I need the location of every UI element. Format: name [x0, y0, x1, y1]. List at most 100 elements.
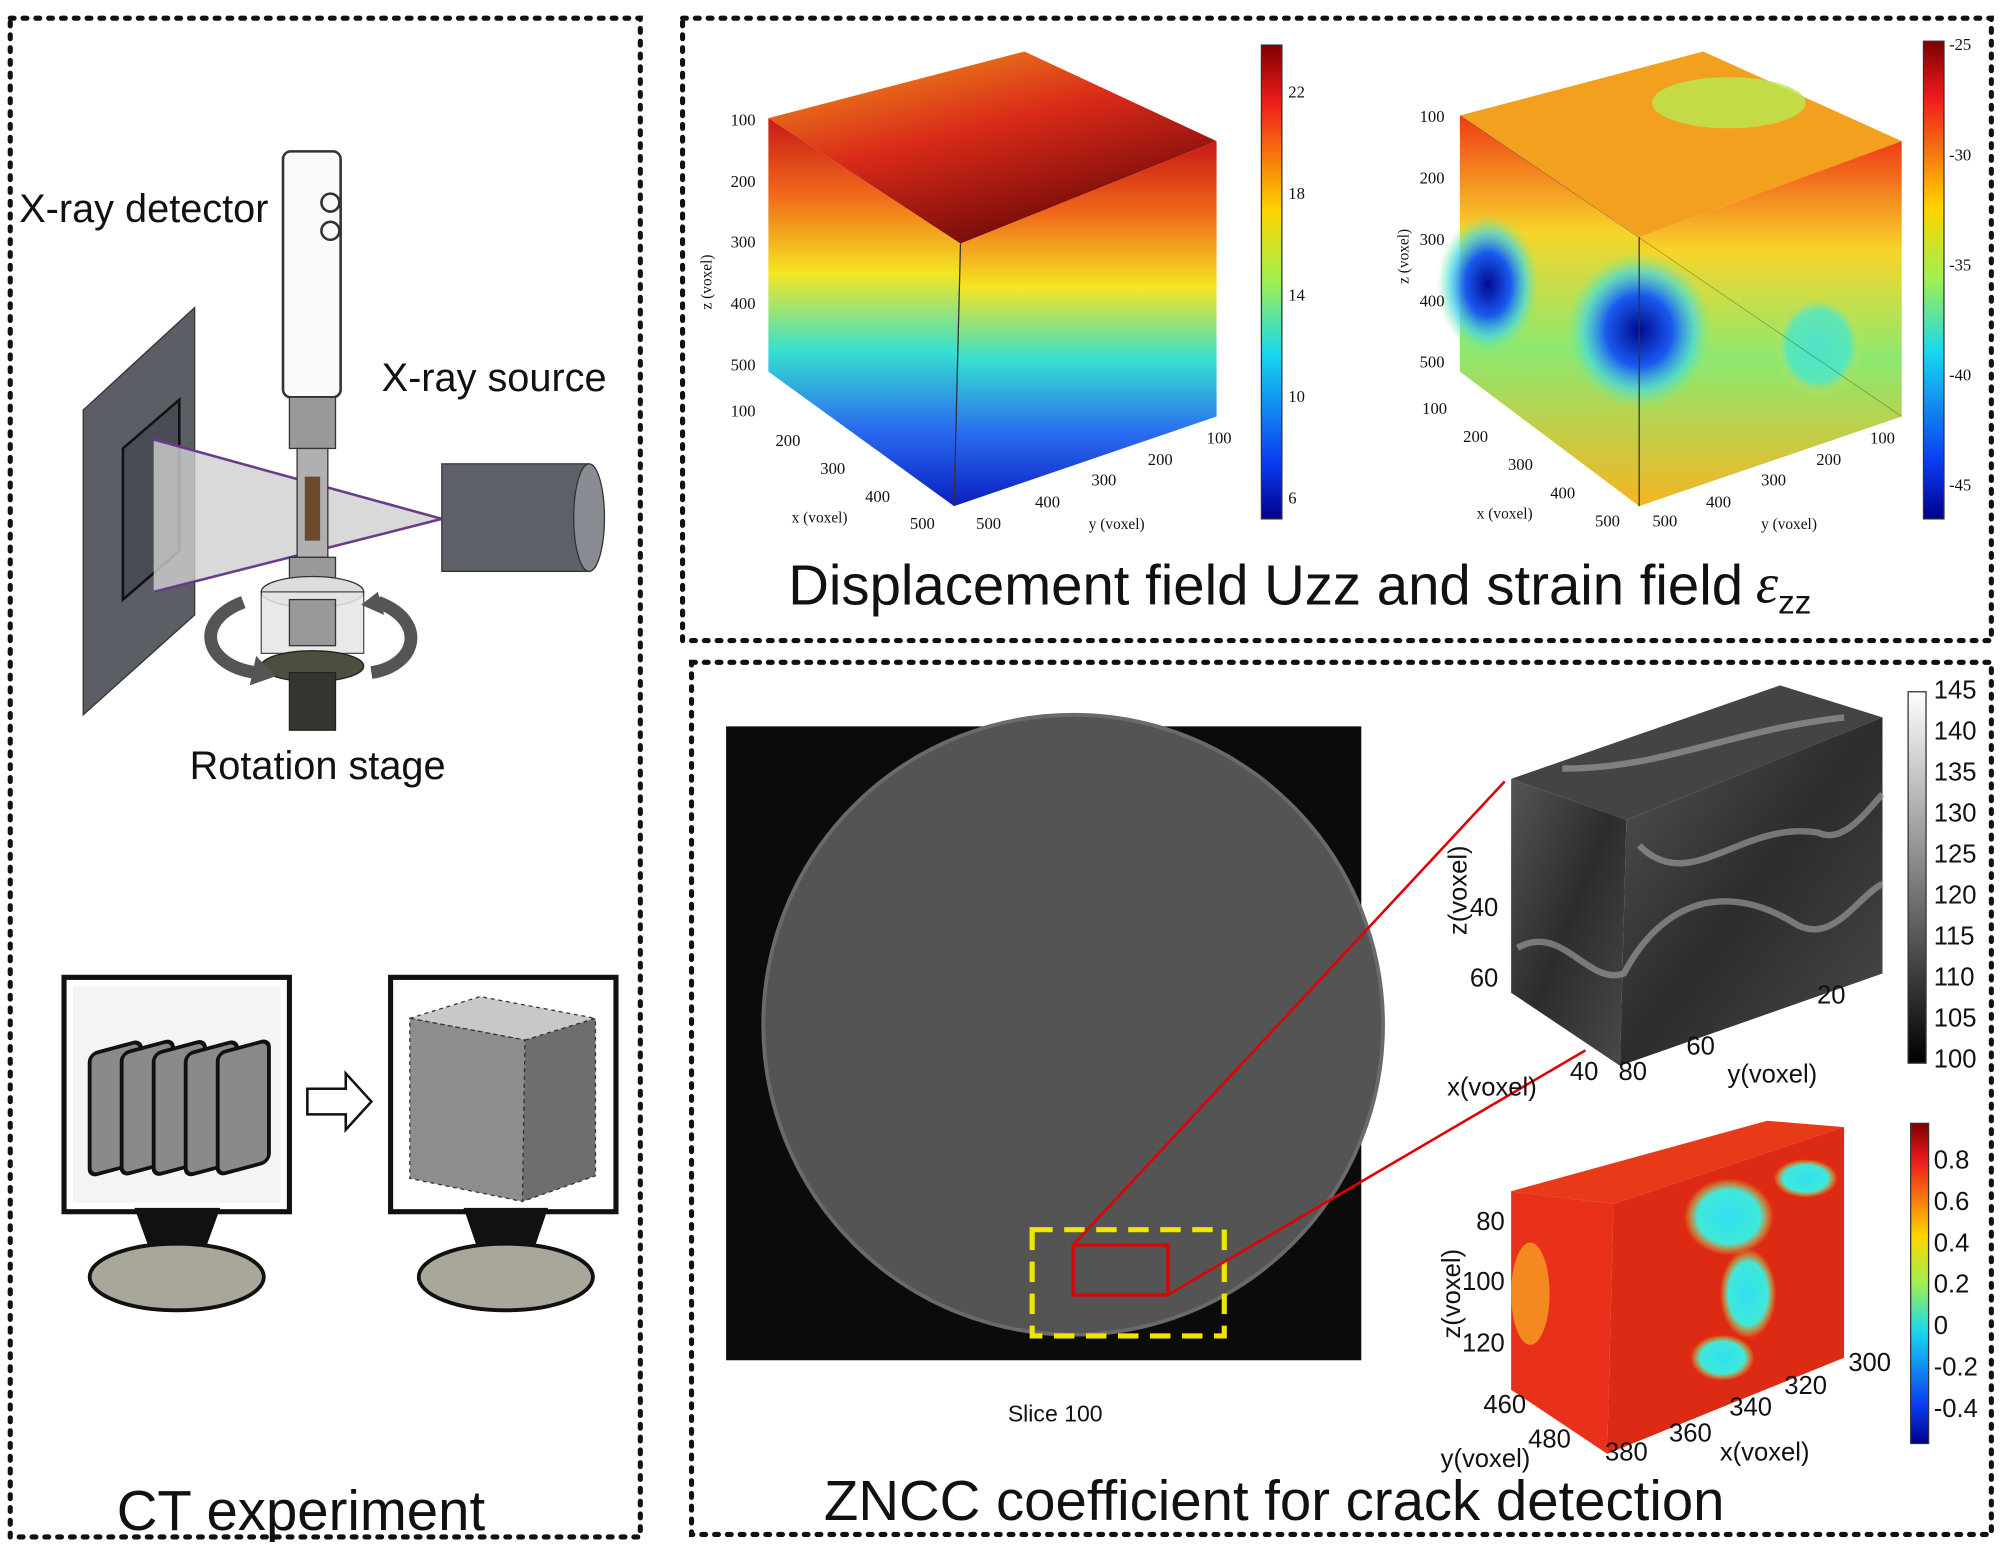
z-tick-label: 300 [731, 232, 756, 251]
colorbar-tick-label: 140 [1934, 718, 1977, 746]
x-tick-label: 340 [1729, 1394, 1772, 1422]
z-tick-label: 60 [1470, 965, 1499, 993]
colorbar-tick-label: 0.6 [1934, 1188, 1970, 1216]
displacement-cube [768, 44, 1283, 520]
colorbar-tick-label: 0.2 [1934, 1271, 1970, 1299]
colorbar-tick-label: 120 [1934, 881, 1977, 909]
panel-frame [688, 659, 1994, 1537]
axis-label: y(voxel) [1441, 1445, 1531, 1473]
colorbar-tick-label: -30 [1949, 145, 1971, 164]
z-tick-label: 200 [731, 172, 756, 191]
y-tick-label: 300 [1091, 471, 1116, 490]
axis-label: z(voxel) [1445, 845, 1473, 935]
zncc-cube [1511, 1120, 1930, 1454]
colorbar-tick-label: 145 [1934, 677, 1977, 705]
colorbar-tick-label: -35 [1949, 255, 1971, 274]
z-tick-label: 400 [1420, 291, 1445, 310]
z-tick-label: 500 [1420, 353, 1445, 372]
colorbar-tick-label: 14 [1288, 286, 1305, 305]
colorbar-tick-label: 0.8 [1934, 1147, 1970, 1175]
z-tick-label: 400 [731, 294, 756, 313]
colorbar-tick-label: 110 [1934, 963, 1975, 991]
x-tick-label: 200 [1463, 427, 1488, 446]
colorbar-tick-label: 10 [1288, 387, 1305, 406]
x-tick-label: 300 [820, 459, 845, 478]
colorbar-tick-label: 22 [1288, 83, 1305, 102]
component-label: X-ray source [382, 356, 607, 400]
x-tick-label: 300 [1848, 1349, 1891, 1377]
caption: CT experiment [117, 1479, 486, 1542]
caption-symbol: ε [1756, 553, 1779, 615]
y-tick-label: 200 [1816, 450, 1841, 469]
colorbar-tick-label: -0.4 [1934, 1395, 1978, 1423]
colorbar-tick-label: -0.2 [1934, 1354, 1978, 1382]
y-tick-label: 200 [1148, 450, 1173, 469]
x-tick-label: 360 [1669, 1419, 1712, 1447]
z-tick-label: 100 [1462, 1268, 1505, 1296]
colorbar-tick-label: -45 [1949, 476, 1971, 495]
y-tick-label: 400 [1035, 492, 1060, 511]
axis-label: x (voxel) [1477, 506, 1533, 523]
gray-cube [1511, 685, 1927, 1066]
y-tick-label: 60 [1686, 1033, 1715, 1061]
axis-label: x(voxel) [1447, 1074, 1537, 1102]
axis-label: z (voxel) [699, 254, 716, 309]
axis-label: x (voxel) [792, 509, 848, 526]
z-tick-label: 100 [1420, 107, 1445, 126]
x-tick-label: 100 [731, 401, 756, 420]
colorbar-tick-label: -25 [1949, 35, 1971, 54]
y-tick-label: 500 [1652, 512, 1677, 531]
z-tick-label: 200 [1420, 168, 1445, 187]
colorbar-tick-label: 18 [1288, 184, 1305, 203]
slice-label: Slice 100 [1008, 1400, 1103, 1426]
y-tick-label: 460 [1483, 1391, 1526, 1419]
axis-label: x(voxel) [1720, 1439, 1810, 1467]
caption: ZNCC coefficient for crack detection [824, 1469, 1725, 1532]
y-tick-label: 100 [1870, 428, 1895, 447]
colorbar-tick-label: 125 [1934, 840, 1977, 868]
x-tick-label: 300 [1508, 455, 1533, 474]
colorbar-tick-label: 100 [1934, 1045, 1977, 1073]
axis-label: z (voxel) [1395, 229, 1412, 284]
x-tick-label: 400 [1550, 483, 1575, 502]
x-tick-label: 500 [910, 514, 935, 533]
z-tick-label: 500 [731, 355, 756, 374]
x-tick-label: 40 [1570, 1058, 1599, 1086]
axis-label: y (voxel) [1761, 516, 1817, 533]
x-tick-label: 400 [865, 487, 890, 506]
z-tick-label: 120 [1462, 1330, 1505, 1358]
axis-label: z(voxel) [1438, 1249, 1466, 1339]
y-tick-label: 480 [1528, 1426, 1571, 1454]
colorbar-tick-label: 6 [1288, 488, 1296, 507]
y-tick-label: 400 [1706, 492, 1731, 511]
colorbar-tick-label: 115 [1934, 922, 1975, 950]
x-tick-label: 320 [1784, 1372, 1827, 1400]
colorbar-tick-label: 130 [1934, 799, 1977, 827]
component-label: X-ray detector [19, 187, 268, 231]
colorbar-tick-label: 135 [1934, 759, 1977, 787]
caption-subscript: zz [1778, 584, 1811, 621]
component-label: Rotation stage [190, 744, 446, 788]
axis-label: y(voxel) [1728, 1061, 1818, 1089]
x-tick-label: 380 [1605, 1439, 1648, 1467]
x-tick-label: 500 [1595, 512, 1620, 531]
y-tick-label: 100 [1207, 428, 1232, 447]
colorbar-tick-label: 0.4 [1934, 1229, 1970, 1257]
caption: Displacement field Uzz and strain field ε… [788, 553, 1811, 621]
ct-slice [726, 712, 1587, 1361]
caption-text: Displacement field Uzz and strain field [788, 553, 1743, 616]
monitors [61, 974, 619, 1313]
ct-setup [82, 150, 606, 731]
z-tick-label: 100 [731, 111, 756, 130]
z-tick-label: 40 [1470, 894, 1499, 922]
strain-cube [1436, 40, 1945, 520]
x-tick-label: 80 [1619, 1058, 1648, 1086]
panel-frame [680, 15, 1994, 644]
z-tick-label: 80 [1476, 1208, 1505, 1236]
axis-label: y (voxel) [1089, 516, 1145, 533]
x-tick-label: 200 [775, 431, 800, 450]
x-tick-label: 100 [1422, 399, 1447, 418]
y-tick-label: 20 [1817, 981, 1846, 1009]
colorbar-tick-label: 0 [1934, 1312, 1948, 1340]
